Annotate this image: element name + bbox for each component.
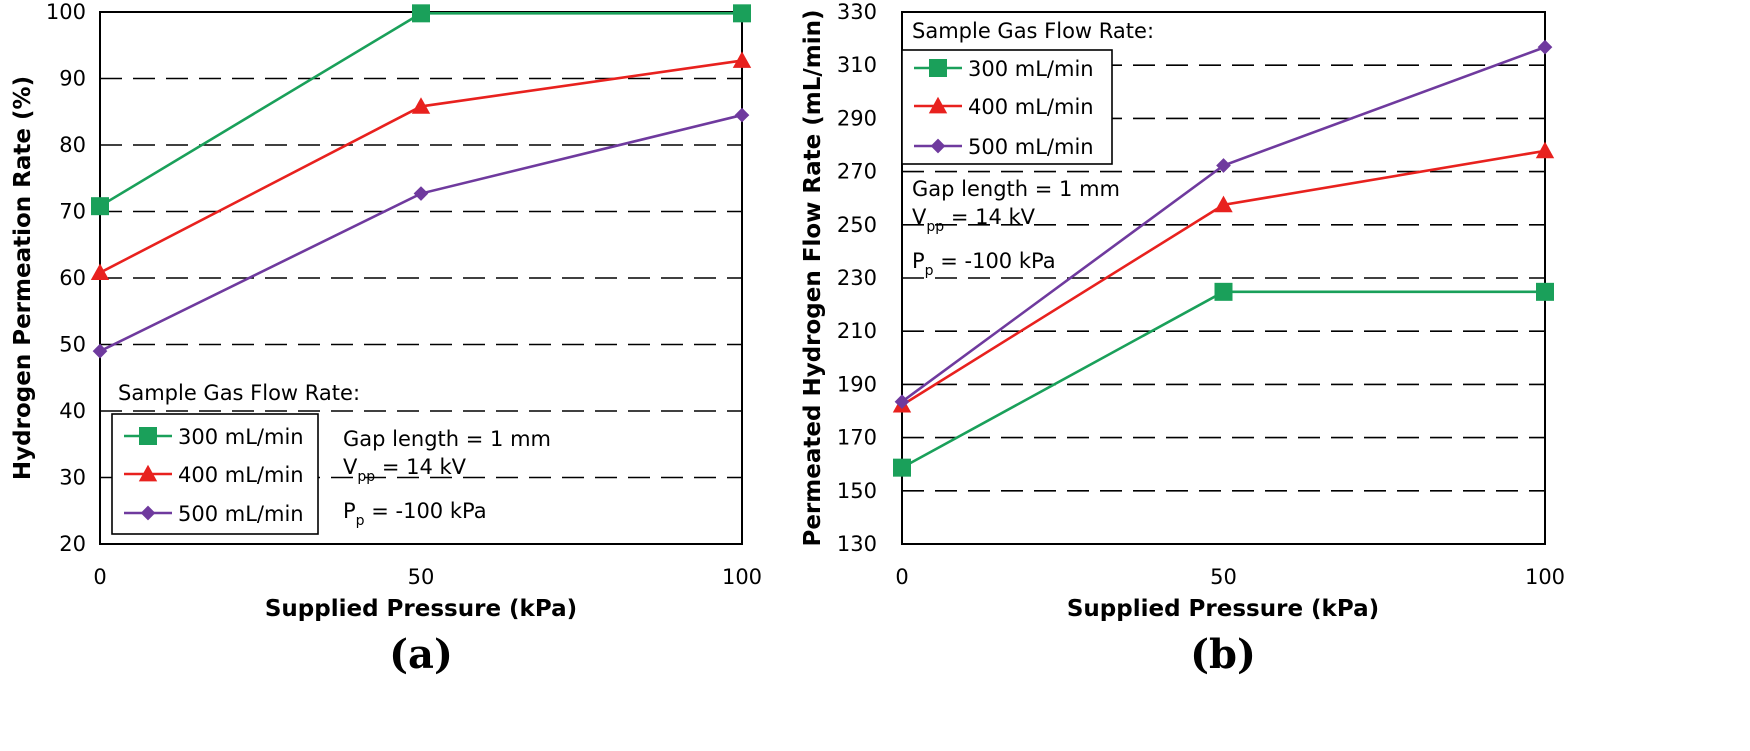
series-line-2 (99, 113, 743, 353)
data-point-diamond (413, 186, 429, 201)
annotation-vpp-symbol: V (912, 205, 927, 229)
data-point-diamond (734, 107, 750, 123)
annotation-vpp-subscript: pp (926, 219, 944, 235)
y-tick-label: 270 (837, 160, 877, 184)
y-tick-label: 50 (59, 333, 86, 357)
data-point-triangle (411, 97, 431, 114)
annotation-pp-symbol: P (343, 499, 356, 523)
data-point-square (733, 4, 751, 23)
x-tick-label: 0 (895, 565, 908, 589)
y-tick-label: 100 (46, 0, 86, 24)
y-tick-label: 150 (837, 479, 877, 503)
legend-marker-diamond (930, 138, 946, 154)
y-tick-label: 20 (59, 532, 86, 556)
legend-title: Sample Gas Flow Rate: (912, 19, 1154, 43)
legend-marker-triangle (138, 464, 158, 482)
legend-entry: 500 mL/min (968, 135, 1094, 159)
y-tick-label: 30 (59, 466, 86, 490)
x-axis-label: Supplied Pressure (kPa) (265, 596, 577, 622)
data-point-square (1536, 282, 1554, 301)
legend-marker-square (139, 427, 157, 445)
y-tick-label: 170 (837, 426, 877, 450)
data-point-square (1214, 282, 1233, 301)
series-line-1 (99, 59, 743, 274)
data-point-square (412, 4, 430, 23)
data-point-triangle (1214, 195, 1233, 213)
y-tick-label: 230 (837, 266, 877, 290)
annotation-gap-length: Gap length = 1 mm (343, 427, 551, 451)
data-point-diamond (92, 343, 108, 359)
annotation-vpp: Vpp = 14 kV (912, 205, 1036, 235)
legend-entry: 300 mL/min (968, 57, 1094, 81)
annotation-vpp: Vpp = 14 kV (343, 455, 467, 485)
legend-entry: 400 mL/min (968, 95, 1094, 119)
y-tick-label: 190 (837, 372, 877, 396)
data-point-square (893, 458, 911, 477)
y-tick-label: 60 (59, 266, 86, 290)
chart-b: 130 150 170 190 210 230 250 270 290 310 330 0 50 100 S… (800, 0, 1565, 678)
y-tick-label: 310 (837, 53, 877, 77)
y-axis-label: Permeated Hydrogen Flow Rate (mL/min) (800, 10, 826, 547)
y-tick-label: 330 (837, 0, 877, 24)
annotation-vpp-symbol: V (343, 455, 358, 479)
annotation-pp-value: = -100 kPa (365, 499, 487, 523)
x-axis-label: Supplied Pressure (kPa) (1067, 596, 1379, 622)
y-tick-label: 290 (837, 106, 877, 130)
annotation-vpp-subscript: pp (357, 469, 375, 485)
legend-entry: 500 mL/min (178, 502, 304, 526)
annotation-pp-value: = -100 kPa (934, 249, 1056, 273)
annotation-pp-symbol: P (912, 249, 925, 273)
data-point-triangle (90, 263, 110, 281)
y-tick-label: 90 (59, 67, 86, 91)
data-point-diamond (1216, 158, 1231, 173)
y-tick-label: 210 (837, 319, 877, 343)
annotation-pp: Pp = -100 kPa (912, 249, 1056, 279)
legend-marker-square (929, 59, 947, 77)
legend-marker-diamond (140, 505, 156, 521)
legend-title: Sample Gas Flow Rate: (118, 381, 360, 405)
data-point-diamond (894, 394, 910, 410)
annotation-pp: Pp = -100 kPa (343, 499, 487, 529)
y-tick-label: 70 (59, 200, 86, 224)
data-point-triangle (732, 51, 752, 68)
y-axis-label: Hydrogen Permeation Rate (%) (10, 76, 36, 480)
data-point-square (91, 197, 109, 216)
y-tick-label: 130 (837, 532, 877, 556)
legend-marker-triangle (928, 96, 948, 114)
x-tick-label: 100 (722, 565, 762, 589)
x-tick-label: 100 (1525, 565, 1565, 589)
legend-entry: 400 mL/min (178, 463, 304, 487)
annotation-pp-subscript: p (925, 263, 934, 279)
data-point-triangle (1535, 141, 1555, 159)
annotation-pp-subscript: p (356, 513, 365, 529)
data-point-diamond (1537, 39, 1553, 55)
panel-label: (a) (389, 631, 453, 678)
x-tick-label: 50 (1210, 565, 1237, 589)
plot-frame (901, 11, 1546, 545)
chart-a: 20 30 40 50 60 70 80 90 100 0 50 100 Supplied Pressu… (10, 0, 762, 678)
annotation-vpp-value: = 14 kV (375, 455, 467, 479)
legend-entry: 300 mL/min (178, 425, 304, 449)
x-tick-label: 50 (408, 565, 435, 589)
annotation-gap-length: Gap length = 1 mm (912, 177, 1120, 201)
series-line-0 (901, 290, 1545, 469)
annotation-vpp-value: = 14 kV (944, 205, 1036, 229)
panel-label: (b) (1190, 631, 1256, 678)
x-tick-label: 0 (93, 565, 106, 589)
y-tick-label: 80 (59, 133, 86, 157)
y-tick-label: 40 (59, 399, 86, 423)
y-tick-label: 250 (837, 213, 877, 237)
